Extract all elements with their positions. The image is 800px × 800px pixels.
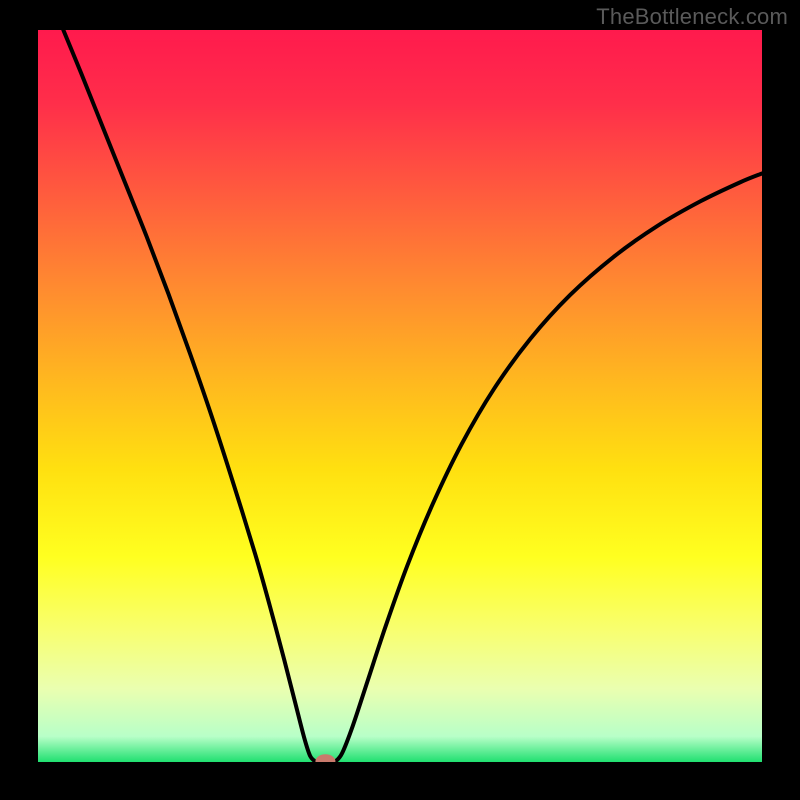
- plot-background-gradient: [38, 30, 762, 762]
- watermark-text: TheBottleneck.com: [596, 4, 788, 30]
- bottleneck-curve-chart: [0, 0, 800, 800]
- chart-container: TheBottleneck.com: [0, 0, 800, 800]
